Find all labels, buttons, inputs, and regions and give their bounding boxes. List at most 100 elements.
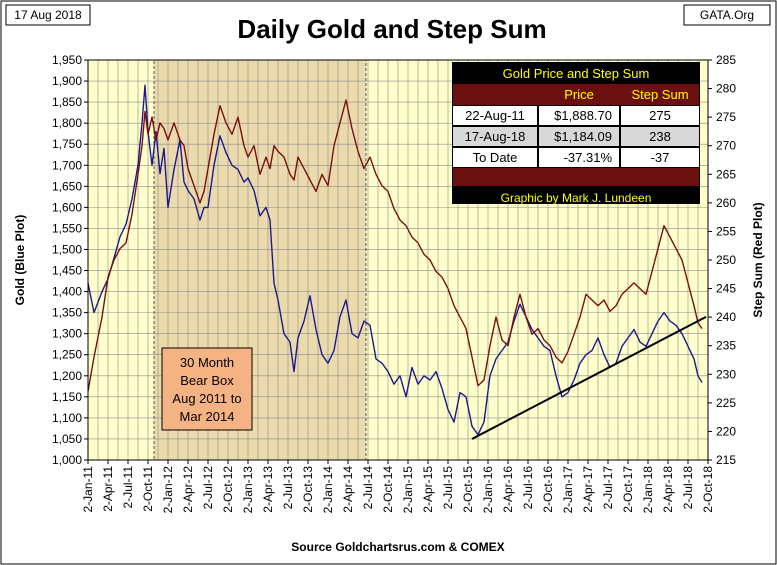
table-cell-bg: [621, 148, 699, 167]
series-line-step-sum: [87, 99, 703, 392]
x-tick-label: 2-Jan-13: [241, 466, 255, 514]
left-tick-label: 1,100: [52, 411, 82, 425]
date-label: 17 Aug 2018: [14, 8, 82, 22]
site-label-box: [683, 4, 771, 26]
x-tick-label: 2-Apr-13: [261, 466, 275, 513]
x-tick-label: 2-Oct-16: [541, 466, 555, 513]
left-tick-label: 1,800: [52, 116, 82, 130]
x-axis: 2-Jan-11 2-Apr-11 2-Jul-11 2-Oct-11 2-Jan-12…: [81, 460, 715, 513]
table-cell: $1,184.09: [554, 129, 612, 144]
x-tick-label: 2-Jul-12: [201, 466, 215, 510]
x-tick-label: 2-Jul-15: [441, 466, 455, 510]
x-tick-label: 2-Jan-12: [161, 466, 175, 514]
table-spacer-row: [453, 168, 699, 186]
table-cell: 17-Aug-18: [465, 129, 526, 144]
x-tick-label: 2-Oct-13: [301, 466, 315, 513]
x-tick-label: 2-Oct-11: [141, 466, 155, 512]
left-tick-label: 1,700: [52, 158, 82, 172]
x-tick-label: 2-Jan-17: [561, 466, 575, 514]
right-tick-label: 220: [716, 424, 736, 438]
left-tick-label: 1,000: [52, 453, 82, 467]
table-cell: 275: [649, 108, 671, 123]
table-cell-bg: [621, 106, 699, 125]
y-axis-label-left: Gold (Blue Plot): [13, 215, 27, 306]
table-cell: 238: [649, 129, 671, 144]
x-tick-label: 2-Jan-15: [401, 466, 415, 514]
table-cell-bg: [539, 127, 619, 146]
right-tick-label: 255: [716, 224, 736, 238]
bear-box-label-line: 30 Month: [180, 355, 234, 370]
left-tick-label: 1,600: [52, 200, 82, 214]
bear-box-label-bg: [161, 347, 253, 431]
x-tick-label: 2-Jul-18: [681, 466, 695, 510]
site-label: GATA.Org: [700, 8, 754, 22]
bear-box-annotation: 30 Month Bear Box Aug 2011 to Mar 2014: [161, 347, 253, 431]
left-tick-label: 1,350: [52, 306, 82, 320]
price-table: Gold Price and Step Sum Price Step Sum 22-A…: [452, 62, 700, 205]
x-tick-label: 2-Jul-14: [361, 466, 375, 510]
left-tick-label: 1,450: [52, 264, 82, 278]
support-trendline: [471, 315, 707, 440]
right-tick-label: 260: [716, 196, 736, 210]
table-cell-bg: [539, 106, 619, 125]
table-cell-bg: [453, 106, 537, 125]
x-tick-label: 2-Apr-12: [181, 466, 195, 513]
table-header-cell: Price: [564, 87, 594, 102]
x-tick-label: 2-Apr-15: [421, 466, 435, 513]
table-cell: To Date: [473, 150, 518, 165]
table-cell: -37.31%: [564, 150, 613, 165]
left-tick-label: 1,300: [52, 327, 82, 341]
x-tick-label: 2-Apr-16: [501, 466, 515, 513]
right-tick-label: 265: [716, 167, 736, 181]
chart-title: Daily Gold and Step Sum: [237, 14, 546, 44]
x-tick-label: 2-Apr-14: [341, 466, 355, 513]
table-cell-bg: [453, 127, 537, 146]
x-tick-label: 2-Jan-18: [641, 466, 655, 514]
table-footer: Graphic by Mark J. Lundeen: [501, 191, 652, 205]
left-tick-label: 1,750: [52, 137, 82, 151]
x-tick-label: 2-Jan-11: [81, 466, 95, 513]
bear-box-label-line: Bear Box: [180, 373, 234, 388]
bear-box-label-line: Mar 2014: [180, 409, 235, 424]
x-axis-label: Source Goldchartsrus.com & COMEX: [291, 540, 504, 554]
left-tick-label: 1,550: [52, 221, 82, 235]
left-tick-label: 1,050: [52, 432, 82, 446]
table-cell-bg: [453, 148, 537, 167]
bear-box-label-line: Aug 2011 to: [172, 391, 241, 406]
right-tick-label: 240: [716, 310, 736, 324]
right-tick-label: 235: [716, 339, 736, 353]
series-line-gold: [87, 84, 703, 436]
left-tick-label: 1,200: [52, 369, 82, 383]
right-tick-label: 270: [716, 139, 736, 153]
y-axis-label-right: Step Sum (Red Plot): [751, 202, 765, 317]
table-cell: -37: [651, 150, 670, 165]
table-cell-bg: [539, 148, 619, 167]
x-tick-label: 2-Jul-17: [601, 466, 615, 510]
table-cell: $1,888.70: [554, 108, 612, 123]
right-tick-label: 285: [716, 53, 736, 67]
x-tick-label: 2-Oct-14: [381, 466, 395, 513]
table-header-row: [453, 84, 699, 105]
x-tick-label: 2-Oct-18: [701, 466, 715, 513]
x-tick-label: 2-Apr-18: [661, 466, 675, 513]
left-tick-label: 1,850: [52, 95, 82, 109]
left-tick-label: 1,250: [52, 348, 82, 362]
table-cell: 22-Aug-11: [465, 108, 525, 123]
left-tick-label: 1,500: [52, 242, 82, 256]
left-axis: 1,000 1,050 1,100 1,150 1,200 1,250 1,300 1,350…: [52, 53, 88, 467]
right-tick-label: 245: [716, 282, 736, 296]
left-tick-label: 1,900: [52, 74, 82, 88]
right-tick-label: 230: [716, 367, 736, 381]
table-header-cell: Step Sum: [631, 87, 688, 102]
right-tick-label: 280: [716, 82, 736, 96]
right-tick-label: 225: [716, 396, 736, 410]
x-tick-label: 2-Jul-16: [521, 466, 535, 510]
x-tick-label: 2-Jul-13: [281, 466, 295, 510]
table-cell-bg: [621, 127, 699, 146]
left-tick-label: 1,400: [52, 285, 82, 299]
date-label-box: [5, 4, 91, 26]
left-tick-label: 1,650: [52, 179, 82, 193]
right-tick-label: 250: [716, 253, 736, 267]
